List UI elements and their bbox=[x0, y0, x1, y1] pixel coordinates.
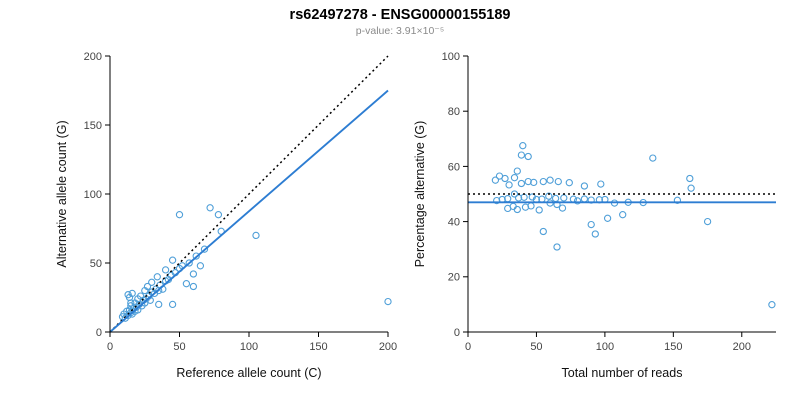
data-point bbox=[168, 300, 177, 309]
x-tick-label: 200 bbox=[379, 341, 397, 353]
y-tick-label: 200 bbox=[84, 51, 102, 63]
y-tick-label: 20 bbox=[448, 272, 460, 284]
data-point bbox=[539, 177, 547, 186]
y-axis-label: Percentage alternative (G) bbox=[413, 121, 427, 268]
figure-title: rs62497278 - ENSG00000155189 bbox=[289, 7, 511, 23]
data-point bbox=[155, 300, 163, 309]
data-point bbox=[192, 252, 200, 260]
x-tick-label: 200 bbox=[733, 341, 751, 353]
data-point bbox=[580, 195, 589, 203]
data-point bbox=[148, 278, 156, 286]
data-point bbox=[185, 259, 193, 267]
x-tick-label: 100 bbox=[596, 341, 614, 353]
data-point bbox=[517, 179, 526, 188]
y-tick-label: 0 bbox=[96, 327, 102, 339]
data-point bbox=[510, 190, 519, 198]
data-point bbox=[161, 266, 170, 274]
x-axis-label: Reference allele count (C) bbox=[176, 366, 321, 380]
x-tick-label: 150 bbox=[664, 341, 682, 353]
data-point bbox=[551, 194, 560, 203]
x-tick-label: 50 bbox=[173, 341, 185, 353]
y-tick-label: 80 bbox=[448, 106, 460, 118]
data-point bbox=[513, 205, 521, 214]
scatter-percentage-vs-reads: 0 50 100 150 200 0 20 40 60 80 100 Total number of … bbox=[400, 42, 800, 400]
data-point bbox=[509, 202, 517, 211]
figure-subtitle: p-value: 3.91×10⁻⁵ bbox=[355, 25, 445, 37]
x-tick-label: 0 bbox=[465, 341, 471, 353]
data-point bbox=[587, 220, 595, 229]
charts-row: 0 50 100 150 200 0 50 100 150 200 Reference allele… bbox=[0, 42, 800, 400]
y-axis-label: Alternative allele count (G) bbox=[55, 120, 69, 267]
x-tick-label: 0 bbox=[107, 341, 113, 353]
data-point bbox=[127, 299, 135, 307]
data-point bbox=[514, 194, 523, 202]
data-point bbox=[200, 245, 209, 253]
data-point bbox=[565, 179, 573, 187]
data-point bbox=[619, 211, 627, 219]
data-point bbox=[573, 197, 582, 205]
data-point bbox=[530, 178, 538, 187]
data-point bbox=[558, 204, 567, 212]
data-point bbox=[189, 282, 198, 291]
y-tick-label: 50 bbox=[90, 258, 102, 270]
data-point bbox=[649, 154, 657, 162]
data-point bbox=[687, 184, 695, 192]
data-point bbox=[686, 174, 694, 183]
y-tick-label: 100 bbox=[442, 51, 460, 63]
data-point bbox=[553, 243, 561, 251]
data-point bbox=[384, 297, 392, 306]
y-tick-label: 0 bbox=[454, 327, 460, 339]
scatter-percentage-vs-reads-svg: 0 50 100 150 200 0 20 40 60 80 100 Total number of … bbox=[413, 51, 776, 380]
data-point bbox=[189, 270, 198, 278]
y-tick-label: 40 bbox=[448, 216, 460, 228]
regression-line bbox=[109, 89, 389, 333]
data-point bbox=[603, 214, 612, 222]
data-point bbox=[580, 182, 589, 190]
data-point bbox=[513, 167, 521, 175]
data-point bbox=[143, 282, 152, 291]
x-tick-label: 50 bbox=[530, 341, 542, 353]
data-point bbox=[539, 227, 547, 236]
data-point bbox=[591, 230, 599, 238]
data-point bbox=[252, 231, 260, 240]
scatter-allele-counts: 0 50 100 150 200 0 50 100 150 200 Reference allele… bbox=[0, 42, 400, 400]
data-point bbox=[505, 181, 513, 189]
data-point bbox=[196, 262, 205, 270]
data-point bbox=[128, 289, 136, 298]
data-point bbox=[491, 176, 500, 184]
data-point bbox=[597, 180, 605, 188]
data-point bbox=[703, 217, 712, 226]
data-point bbox=[554, 177, 562, 186]
scatter-allele-counts-svg: 0 50 100 150 200 0 50 100 150 200 Reference allele… bbox=[55, 51, 397, 380]
data-point bbox=[673, 196, 682, 204]
x-tick-label: 150 bbox=[309, 341, 327, 353]
y-tick-label: 60 bbox=[448, 161, 460, 173]
data-point bbox=[524, 177, 532, 186]
data-point bbox=[768, 301, 776, 309]
data-point bbox=[535, 206, 543, 214]
figure-header: rs62497278 - ENSG00000155189 p-value: 3.… bbox=[0, 0, 800, 42]
data-point bbox=[501, 174, 509, 183]
data-point bbox=[214, 211, 223, 219]
data-point bbox=[546, 176, 554, 184]
y-tick-label: 150 bbox=[84, 120, 102, 132]
data-point bbox=[517, 151, 526, 159]
data-point bbox=[168, 256, 177, 264]
data-point bbox=[545, 192, 553, 200]
x-axis-label: Total number of reads bbox=[562, 366, 683, 380]
data-point bbox=[519, 142, 527, 150]
identity-line bbox=[109, 55, 389, 333]
x-tick-label: 100 bbox=[240, 341, 258, 353]
data-point bbox=[182, 280, 191, 288]
data-point bbox=[524, 152, 532, 161]
data-point bbox=[153, 273, 161, 281]
data-point bbox=[206, 204, 214, 212]
y-tick-label: 100 bbox=[84, 189, 102, 201]
data-point bbox=[510, 174, 519, 182]
data-point bbox=[560, 194, 568, 202]
data-point bbox=[175, 211, 184, 219]
